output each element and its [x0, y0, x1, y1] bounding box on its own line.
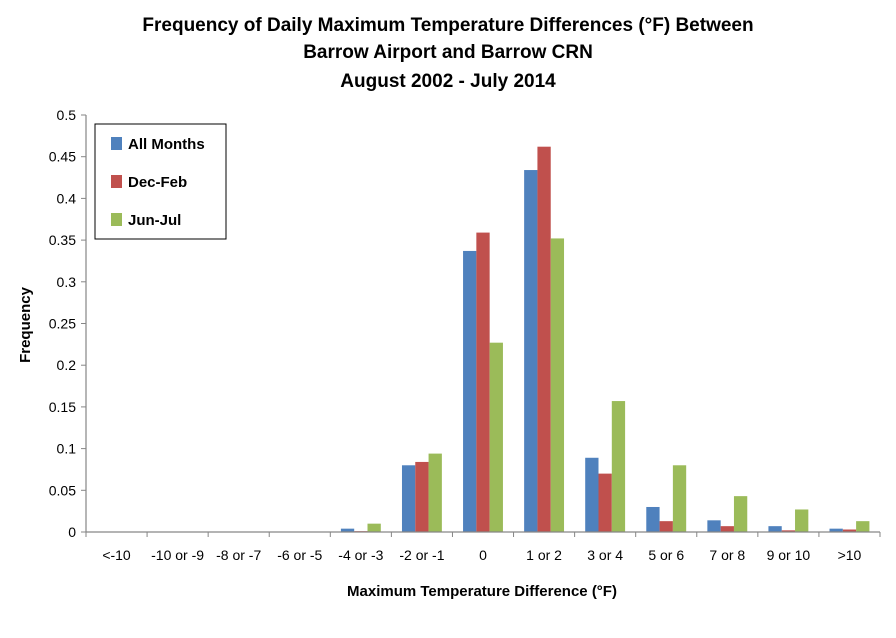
y-tick-label: 0.4: [57, 190, 77, 206]
legend: All Months Dec-Feb Jun-Jul: [94, 123, 227, 240]
legend-swatch: [111, 137, 122, 150]
y-tick-label: 0.25: [49, 316, 76, 332]
y-axis-ticks: 0 0.05 0.1 0.15 0.2 0.25 0.3 0.35 0.4 0.45 0.5: [49, 107, 86, 540]
x-tick-label: -10 or -9: [151, 547, 204, 563]
bar: [550, 238, 565, 532]
y-tick-label: 0.35: [49, 232, 76, 248]
bar: [720, 526, 734, 532]
y-tick-label: 0.3: [57, 274, 77, 290]
y-tick-label: 0.15: [49, 399, 76, 415]
y-tick-label: 0.1: [57, 441, 77, 457]
y-tick-label: 0.45: [49, 149, 76, 165]
bar: [585, 457, 599, 532]
bar: [795, 509, 809, 532]
title-line-2: Barrow Airport and Barrow CRN: [303, 42, 593, 63]
bar: [842, 529, 857, 532]
bar: [367, 523, 381, 532]
bar: [401, 465, 416, 532]
bar: [463, 250, 477, 532]
x-tick-label: 5 or 6: [648, 547, 684, 563]
bar: [428, 453, 442, 532]
title-line-3: August 2002 - July 2014: [340, 71, 556, 92]
bar: [768, 526, 782, 532]
x-axis-ticks: <-10 -10 or -9 -8 or -7 -6 or -5 -4 or -3 -2 …: [85, 532, 881, 563]
bar: [611, 401, 626, 532]
x-tick-label: -4 or -3: [338, 547, 383, 563]
legend-label: Dec-Feb: [128, 174, 187, 191]
bar: [489, 342, 503, 532]
axes: [85, 115, 880, 533]
legend-swatch: [111, 175, 122, 188]
bar: [659, 521, 673, 532]
bar: [856, 521, 870, 532]
bar: [733, 496, 748, 532]
bar: [829, 528, 843, 532]
legend-label: Jun-Jul: [128, 212, 181, 229]
x-tick-label: -2 or -1: [399, 547, 444, 563]
title-line-1: Frequency of Daily Maximum Temperature D…: [142, 15, 753, 36]
x-tick-label: 1 or 2: [526, 547, 562, 563]
x-tick-label: 7 or 8: [709, 547, 745, 563]
bar: [598, 473, 612, 532]
bar: [707, 520, 721, 532]
bar: [524, 170, 538, 533]
x-tick-label: 3 or 4: [587, 547, 623, 563]
bar: [415, 461, 429, 532]
legend-label: All Months: [128, 136, 205, 153]
bar: [781, 530, 796, 532]
y-tick-label: 0.5: [57, 107, 77, 123]
x-axis-label: Maximum Temperature Difference (°F): [347, 583, 617, 600]
x-tick-label: <-10: [102, 547, 131, 563]
y-tick-label: 0: [68, 524, 76, 540]
chart-title: Frequency of Daily Maximum Temperature D…: [142, 15, 753, 92]
bar: [476, 232, 490, 532]
bar: [340, 528, 355, 532]
x-tick-label: 0: [479, 547, 487, 563]
legend-swatch: [111, 213, 122, 226]
y-axis-label: Frequency: [17, 286, 34, 363]
x-tick-label: 9 or 10: [767, 547, 811, 563]
x-tick-label: -8 or -7: [216, 547, 261, 563]
bar: [537, 146, 551, 532]
x-tick-label: >10: [838, 547, 862, 563]
y-tick-label: 0.05: [49, 482, 76, 498]
y-tick-label: 0.2: [57, 357, 77, 373]
bars: [340, 146, 870, 533]
bar: [646, 506, 660, 532]
x-tick-label: -6 or -5: [277, 547, 322, 563]
bar: [672, 465, 687, 532]
